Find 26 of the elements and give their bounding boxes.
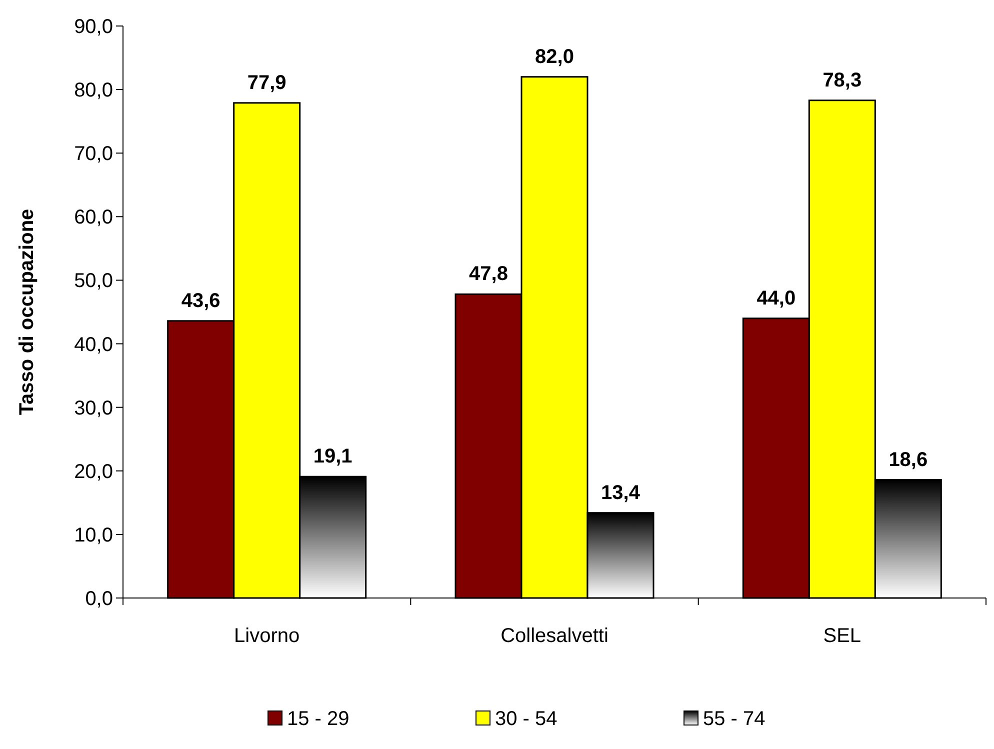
y-axis-title: Tasso di occupazione: [16, 208, 38, 416]
y-tick-label: 50,0: [74, 270, 113, 292]
legend-label: 55 - 74: [703, 708, 766, 730]
data-label: 47,8: [469, 263, 508, 286]
y-tick-label: 20,0: [74, 460, 113, 483]
y-tick-label: 60,0: [74, 206, 113, 229]
y-tick-label: 40,0: [74, 334, 113, 356]
data-label: 43,6: [181, 290, 220, 312]
y-tick-label: 10,0: [74, 524, 113, 546]
data-label: 77,9: [247, 72, 286, 94]
y-tick-label: 0,0: [85, 588, 113, 610]
data-label: 19,1: [313, 446, 352, 468]
data-label: 13,4: [601, 482, 641, 504]
data-label: 44,0: [756, 287, 796, 310]
y-tick-label: 90,0: [74, 16, 113, 38]
y-tick-label: 70,0: [74, 143, 113, 166]
legend-label: 15 - 29: [287, 708, 350, 730]
x-tick-label: Collesalvetti: [500, 625, 608, 647]
data-label: 82,0: [535, 46, 574, 68]
x-tick-label: Livorno: [234, 625, 300, 647]
x-tick-label: SEL: [823, 625, 862, 647]
y-tick-label: 30,0: [74, 397, 113, 420]
y-tick-label: 80,0: [74, 80, 113, 102]
data-label: 18,6: [888, 448, 928, 471]
legend-label: 30 - 54: [495, 708, 558, 730]
data-label: 78,3: [822, 69, 862, 92]
